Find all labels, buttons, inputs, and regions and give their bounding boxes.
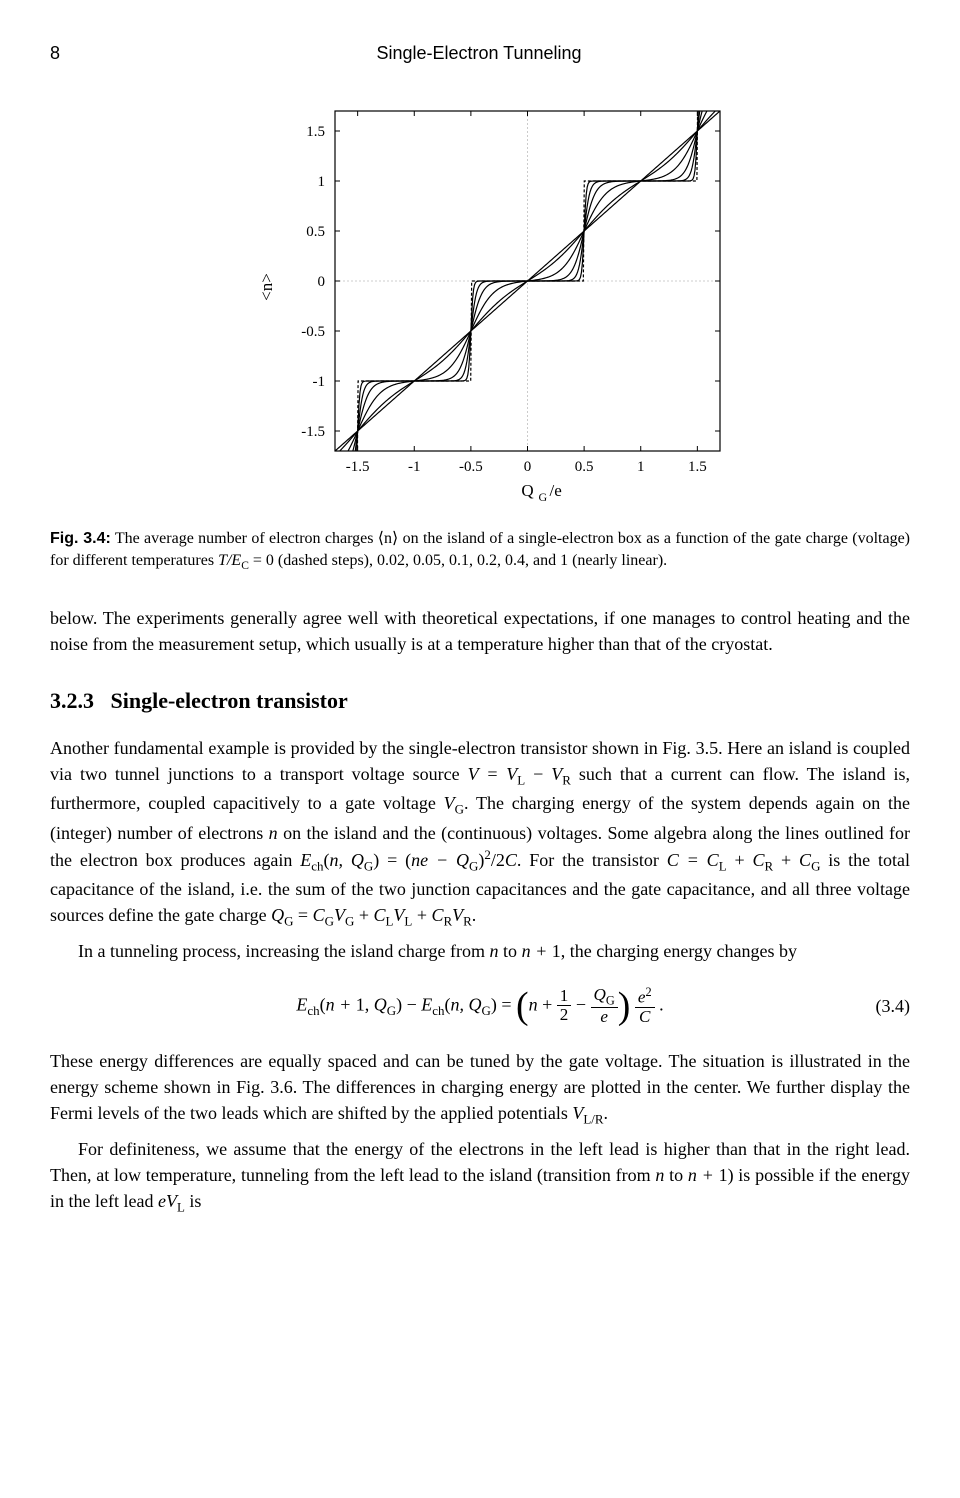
svg-text:-0.5: -0.5 bbox=[301, 324, 325, 340]
svg-text:-1: -1 bbox=[313, 374, 326, 390]
svg-text:1: 1 bbox=[318, 174, 326, 190]
svg-text:-1.5: -1.5 bbox=[301, 424, 325, 440]
caption-math: T/E bbox=[218, 552, 241, 569]
running-header: 8 Single-Electron Tunneling bbox=[50, 40, 910, 66]
figure-caption: Fig. 3.4: The average number of electron… bbox=[50, 528, 910, 575]
svg-text:0: 0 bbox=[318, 274, 326, 290]
svg-text:G: G bbox=[539, 490, 548, 504]
svg-text:/e: /e bbox=[550, 481, 562, 500]
para-1: Another fundamental example is provided … bbox=[50, 735, 910, 932]
svg-text:-0.5: -0.5 bbox=[459, 459, 483, 475]
para-2: In a tunneling process, increasing the i… bbox=[50, 938, 910, 964]
section-number: 3.2.3 bbox=[50, 688, 94, 713]
svg-text:1: 1 bbox=[637, 459, 645, 475]
svg-text:1.5: 1.5 bbox=[688, 459, 707, 475]
svg-text:1.5: 1.5 bbox=[306, 124, 325, 140]
running-title: Single-Electron Tunneling bbox=[376, 40, 581, 66]
figure-3-4: -1.5 -1 -0.5 0 0.5 1 1.5 -1.5 -1 -0.5 0 0.5 1 1.5 QG/e… bbox=[50, 96, 910, 516]
svg-text:<n>: <n> bbox=[257, 273, 276, 301]
svg-text:0: 0 bbox=[524, 459, 532, 475]
chart-staircase: -1.5 -1 -0.5 0 0.5 1 1.5 -1.5 -1 -0.5 0 0.5 1 1.5 QG/e… bbox=[220, 96, 740, 516]
svg-text:-1: -1 bbox=[408, 459, 421, 475]
svg-text:Q: Q bbox=[521, 481, 533, 500]
para-4: For definiteness, we assume that the ene… bbox=[50, 1136, 910, 1218]
section-title: Single-electron transistor bbox=[111, 688, 348, 713]
equation-3-4: Ech(n + 1, QG) − Ech(n, QG) = (n + 12 − … bbox=[50, 986, 910, 1026]
para-3: These energy differences are equally spa… bbox=[50, 1048, 910, 1130]
svg-text:0.5: 0.5 bbox=[306, 224, 325, 240]
svg-text:-1.5: -1.5 bbox=[346, 459, 370, 475]
page-number: 8 bbox=[50, 40, 60, 66]
figure-label: Fig. 3.4: bbox=[50, 530, 111, 547]
para-below: below. The experiments generally agree w… bbox=[50, 605, 910, 657]
section-heading: 3.2.3 Single-electron transistor bbox=[50, 685, 910, 717]
equation-number: (3.4) bbox=[876, 993, 911, 1019]
svg-text:0.5: 0.5 bbox=[575, 459, 594, 475]
